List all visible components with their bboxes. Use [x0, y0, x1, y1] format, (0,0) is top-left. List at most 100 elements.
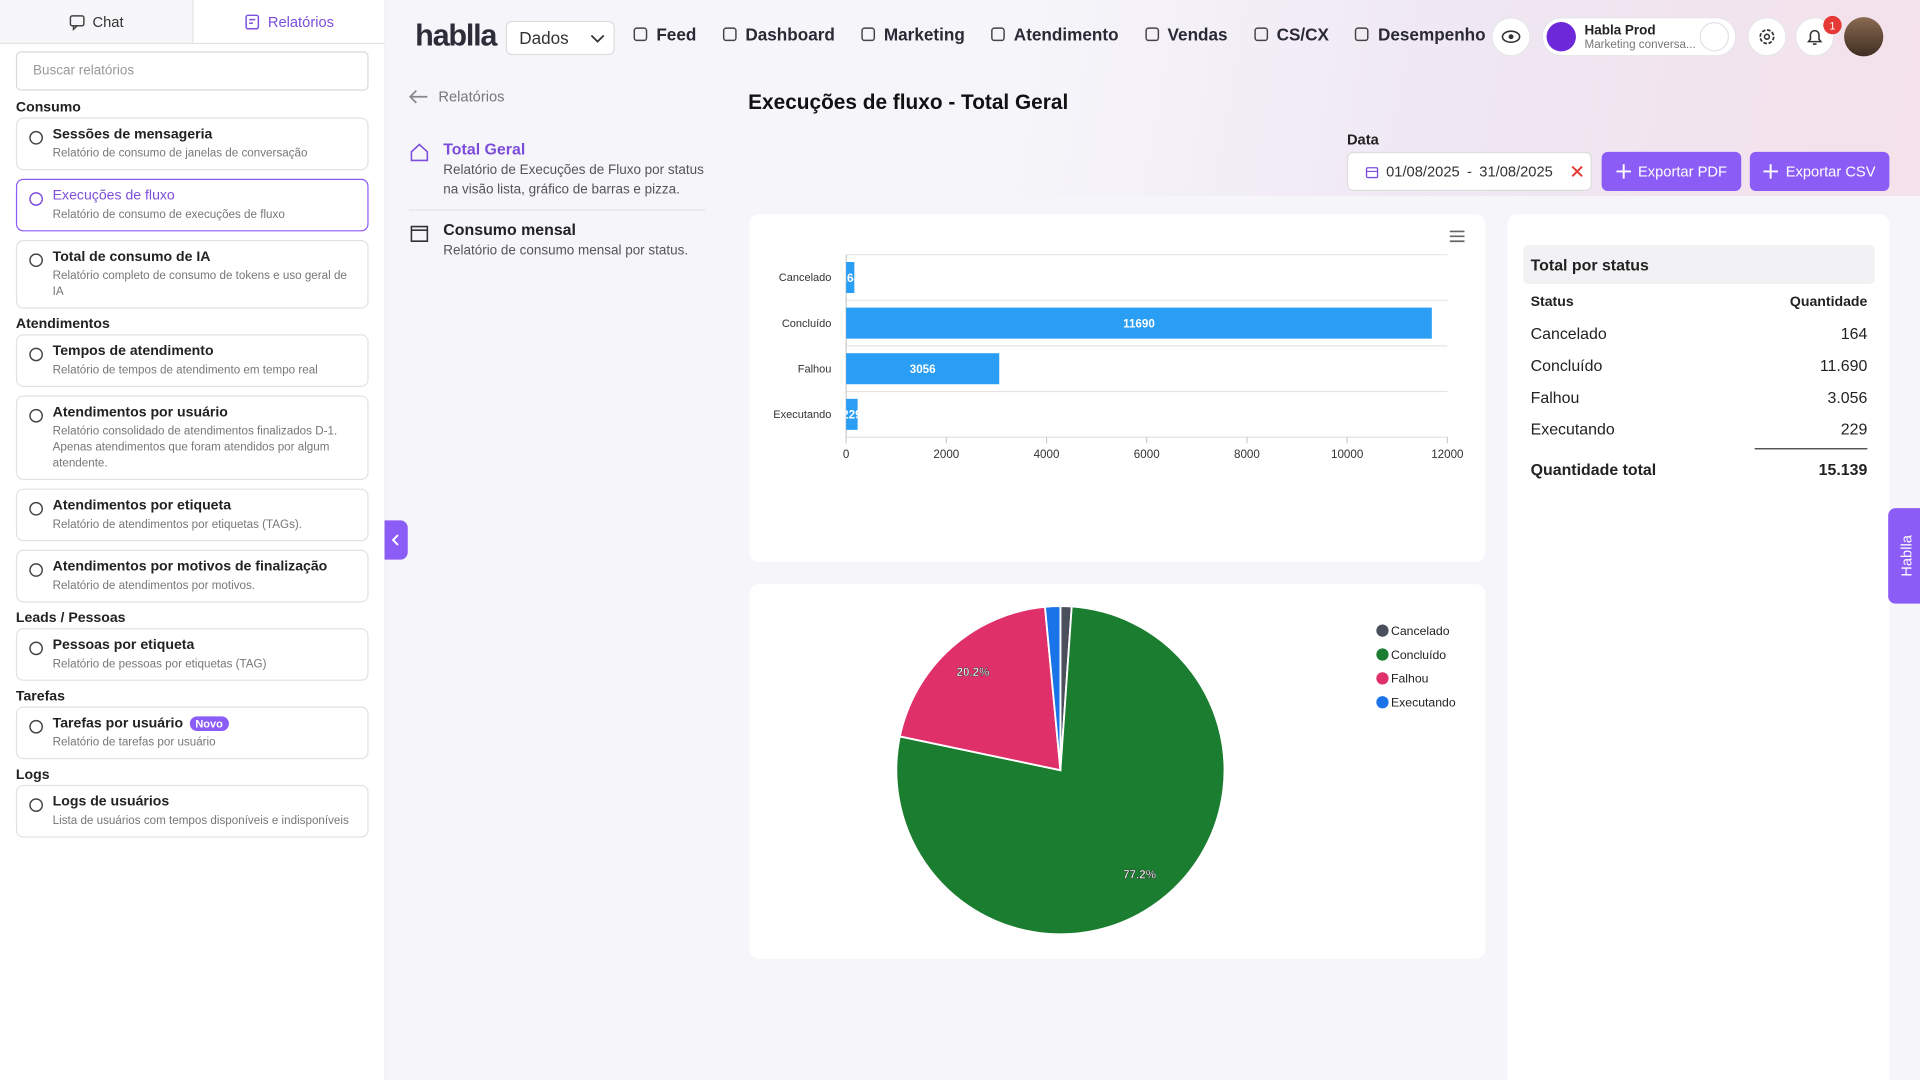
table-head: Status Quantidade — [1531, 295, 1868, 310]
collapse-button[interactable] — [384, 520, 408, 560]
menu-item[interactable]: Total Geral Relatório de Execuções de Flu… — [408, 139, 706, 211]
bar — [846, 353, 1000, 385]
nav-item[interactable]: Desempenho — [1353, 24, 1486, 44]
column-header: Quantidade — [1789, 295, 1868, 310]
menu-title: Total Geral — [443, 139, 526, 158]
report-card[interactable]: Tempos de atendimento Relatório de tempos… — [15, 334, 369, 387]
section-title: Logs — [15, 767, 50, 783]
status-cell: Cancelado — [1530, 324, 1607, 343]
card-title-text: Sessões de mensageria — [52, 127, 213, 143]
card-description: Relatório de tarefas por usuário — [52, 735, 216, 750]
sidebar: Chat Relatórios Buscar relatórios Consum… — [0, 0, 386, 1080]
legend-label: Falhou — [1391, 672, 1428, 686]
nav-item[interactable]: CS/CX — [1252, 24, 1329, 44]
total-row: Quantidade total 15.139 — [1531, 460, 1868, 478]
icon — [29, 719, 43, 734]
icon — [29, 347, 43, 362]
total-value: 15.139 — [1818, 460, 1868, 479]
status-cell: Concluído — [1530, 356, 1603, 375]
settings-button[interactable] — [1747, 17, 1787, 57]
card-title: Execuções de fluxo — [53, 189, 358, 204]
menu-item[interactable]: Consumo mensal Relatório de consumo mensa… — [409, 220, 705, 270]
menu-items: Total Geral Relatório de Execuções de Flu… — [408, 139, 706, 271]
card-description: Relatório consolidado de atendimentos fi… — [52, 424, 338, 471]
menu-icon — [410, 225, 429, 243]
x-tick-label: 6000 — [1134, 448, 1160, 461]
card-description: Relatório de atendimentos por motivos. — [52, 579, 256, 593]
icon — [29, 798, 43, 812]
legend-label: Cancelado — [1391, 624, 1450, 638]
nav-label: Feed — [656, 24, 697, 45]
card-title: Pessoas por etiqueta — [53, 638, 358, 653]
legend-marker — [1376, 696, 1389, 709]
export-csv-button[interactable]: Exportar CSV — [1749, 151, 1890, 192]
chart-menu[interactable] — [1449, 230, 1465, 243]
icon — [29, 641, 43, 656]
menu-description: Relatório de Execuções de Fluxo por stat… — [443, 162, 704, 198]
card-description: Relatório de atendimentos por etiquetas … — [52, 517, 303, 532]
data-label: 229 — [842, 409, 862, 422]
nav-icon — [991, 27, 1005, 42]
slice-label: 77.2% — [1123, 869, 1157, 882]
search-input[interactable]: Buscar relatórios — [15, 51, 369, 91]
nav: Feed Dashboard Marketing Atendimento Vendas C… — [632, 24, 1486, 44]
y-tick-label: Concluído — [782, 318, 832, 330]
nav-icon — [861, 27, 875, 42]
hablla-side-tab[interactable]: Hablla — [1888, 508, 1920, 604]
logo[interactable]: hablla — [415, 18, 497, 53]
nav-label: Dashboard — [745, 24, 835, 45]
export-pdf-button[interactable]: Exportar PDF — [1601, 151, 1742, 192]
bar-chart: 0 2000 4000 6000 8000 10000 12000 Cancelado 164 C… — [773, 230, 1465, 461]
nav-item[interactable]: Marketing — [859, 24, 965, 44]
account-switcher[interactable]: Habla Prod Marketing conversa... — [1541, 17, 1737, 57]
data-label: 11690 — [1123, 317, 1155, 330]
account-name: Habla Prod — [1584, 23, 1656, 38]
legend-label: Concluído — [1391, 648, 1446, 662]
back-link[interactable]: Relatórios — [408, 88, 705, 106]
report-card[interactable]: Total de consumo de IA Relatório completo… — [15, 240, 369, 309]
icon — [29, 253, 43, 268]
nav-label: CS/CX — [1276, 24, 1329, 45]
icon — [29, 192, 43, 206]
back-label: Relatórios — [438, 88, 505, 106]
nav-item[interactable]: Dashboard — [721, 24, 835, 44]
report-card[interactable]: Sessões de mensageria Relatório de consum… — [15, 117, 369, 171]
section-title: Tarefas — [15, 689, 65, 705]
x-tick-label: 10000 — [1331, 448, 1364, 461]
tab[interactable]: Relatórios — [191, 0, 385, 45]
report-card[interactable]: Pessoas por etiqueta Relatório de pessoas… — [15, 628, 369, 681]
report-card[interactable]: Atendimentos por motivos de finalização R… — [15, 549, 369, 603]
module-select[interactable]: Dados — [505, 20, 615, 56]
card-description: Relatório de pessoas por etiquetas (TAG) — [52, 657, 267, 672]
nav-item[interactable]: Atendimento — [989, 24, 1119, 44]
module-label: Dados — [519, 28, 569, 48]
user-avatar[interactable] — [1844, 17, 1884, 57]
nav-item[interactable]: Feed — [632, 24, 697, 45]
report-card[interactable]: Execuções de fluxo Relatório de consumo d… — [15, 178, 369, 232]
tab[interactable]: Chat — [0, 0, 192, 45]
table-row: Concluído 11.690 — [1531, 356, 1868, 374]
card-title-text: Execuções de fluxo — [52, 188, 175, 204]
x-tick-label: 8000 — [1234, 448, 1260, 461]
report-menu: Relatórios Total Geral Relatório de Execu… — [408, 88, 706, 280]
eye-button[interactable] — [1491, 17, 1531, 57]
card-title: Total de consumo de IA — [53, 250, 358, 265]
nav-icon — [1355, 27, 1369, 42]
report-card[interactable]: Tarefas por usuário Novo Relatório de tare… — [15, 706, 369, 760]
table-title: Total por status — [1530, 255, 1649, 275]
bar — [846, 261, 855, 294]
report-card[interactable]: Atendimentos por usuário Relatório consol… — [15, 395, 369, 481]
date-end: 31/08/2025 — [1479, 162, 1553, 181]
total-label: Quantidade total — [1530, 460, 1657, 479]
date-range[interactable]: 01/08/2025 - 31/08/2025 — [1346, 151, 1592, 192]
nav-icon — [1253, 27, 1268, 42]
card-title-text: Tarefas por usuário — [52, 716, 184, 732]
y-tick-label: Falhou — [798, 363, 832, 375]
nav-item[interactable]: Vendas — [1143, 24, 1228, 44]
badge: Novo — [189, 716, 230, 732]
report-card[interactable]: Atendimentos por etiqueta Relatório de at… — [15, 488, 369, 542]
report-card[interactable]: Logs de usuários Lista de usuários com te… — [15, 784, 369, 838]
card-title-text: Atendimentos por usuário — [52, 405, 228, 421]
pie-slice — [1043, 605, 1062, 771]
nav-icon — [1144, 27, 1159, 42]
